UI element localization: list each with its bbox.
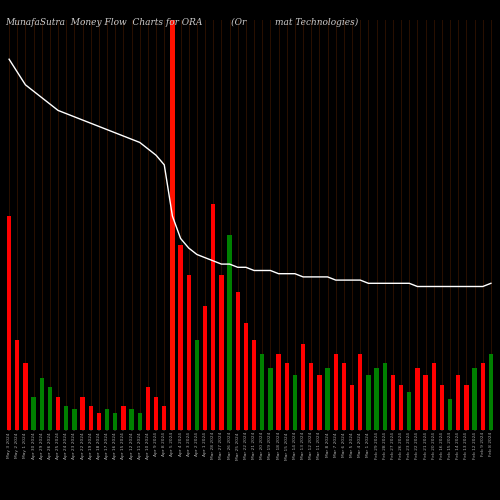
Bar — [32, 396, 36, 430]
Bar — [488, 354, 493, 430]
Bar — [23, 364, 28, 430]
Bar — [194, 340, 199, 430]
Bar — [203, 306, 207, 430]
Bar — [130, 408, 134, 430]
Bar — [146, 387, 150, 430]
Bar — [48, 387, 52, 430]
Bar — [170, 20, 174, 430]
Bar — [407, 392, 412, 430]
Bar — [390, 376, 395, 430]
Bar — [228, 235, 232, 430]
Text: MunafaSutra  Money Flow  Charts for ORA          (Or          mat Technologies): MunafaSutra Money Flow Charts for ORA (O… — [5, 18, 358, 26]
Bar — [268, 368, 272, 430]
Bar — [121, 406, 126, 430]
Bar — [472, 368, 477, 430]
Bar — [350, 385, 354, 430]
Bar — [342, 364, 346, 430]
Bar — [64, 406, 68, 430]
Bar — [211, 204, 216, 430]
Bar — [382, 364, 387, 430]
Bar — [56, 396, 60, 430]
Bar — [326, 368, 330, 430]
Bar — [415, 368, 420, 430]
Bar — [72, 408, 76, 430]
Bar — [366, 376, 370, 430]
Bar — [88, 406, 93, 430]
Bar — [309, 364, 314, 430]
Bar — [424, 376, 428, 430]
Bar — [432, 364, 436, 430]
Bar — [96, 414, 101, 430]
Bar — [252, 340, 256, 430]
Bar — [292, 376, 297, 430]
Bar — [464, 385, 468, 430]
Bar — [236, 292, 240, 430]
Bar — [301, 344, 306, 430]
Bar — [244, 323, 248, 430]
Bar — [448, 399, 452, 430]
Bar — [15, 340, 20, 430]
Bar — [138, 414, 142, 430]
Bar — [178, 244, 183, 430]
Bar — [219, 276, 224, 430]
Bar — [358, 354, 362, 430]
Bar — [440, 385, 444, 430]
Bar — [186, 276, 191, 430]
Bar — [399, 385, 404, 430]
Bar — [276, 354, 281, 430]
Bar — [113, 414, 117, 430]
Bar — [80, 396, 85, 430]
Bar — [162, 406, 166, 430]
Bar — [480, 364, 485, 430]
Bar — [334, 354, 338, 430]
Bar — [456, 376, 460, 430]
Bar — [105, 408, 110, 430]
Bar — [40, 378, 44, 430]
Bar — [284, 364, 289, 430]
Bar — [260, 354, 264, 430]
Bar — [154, 396, 158, 430]
Bar — [374, 368, 379, 430]
Bar — [317, 376, 322, 430]
Bar — [7, 216, 12, 430]
